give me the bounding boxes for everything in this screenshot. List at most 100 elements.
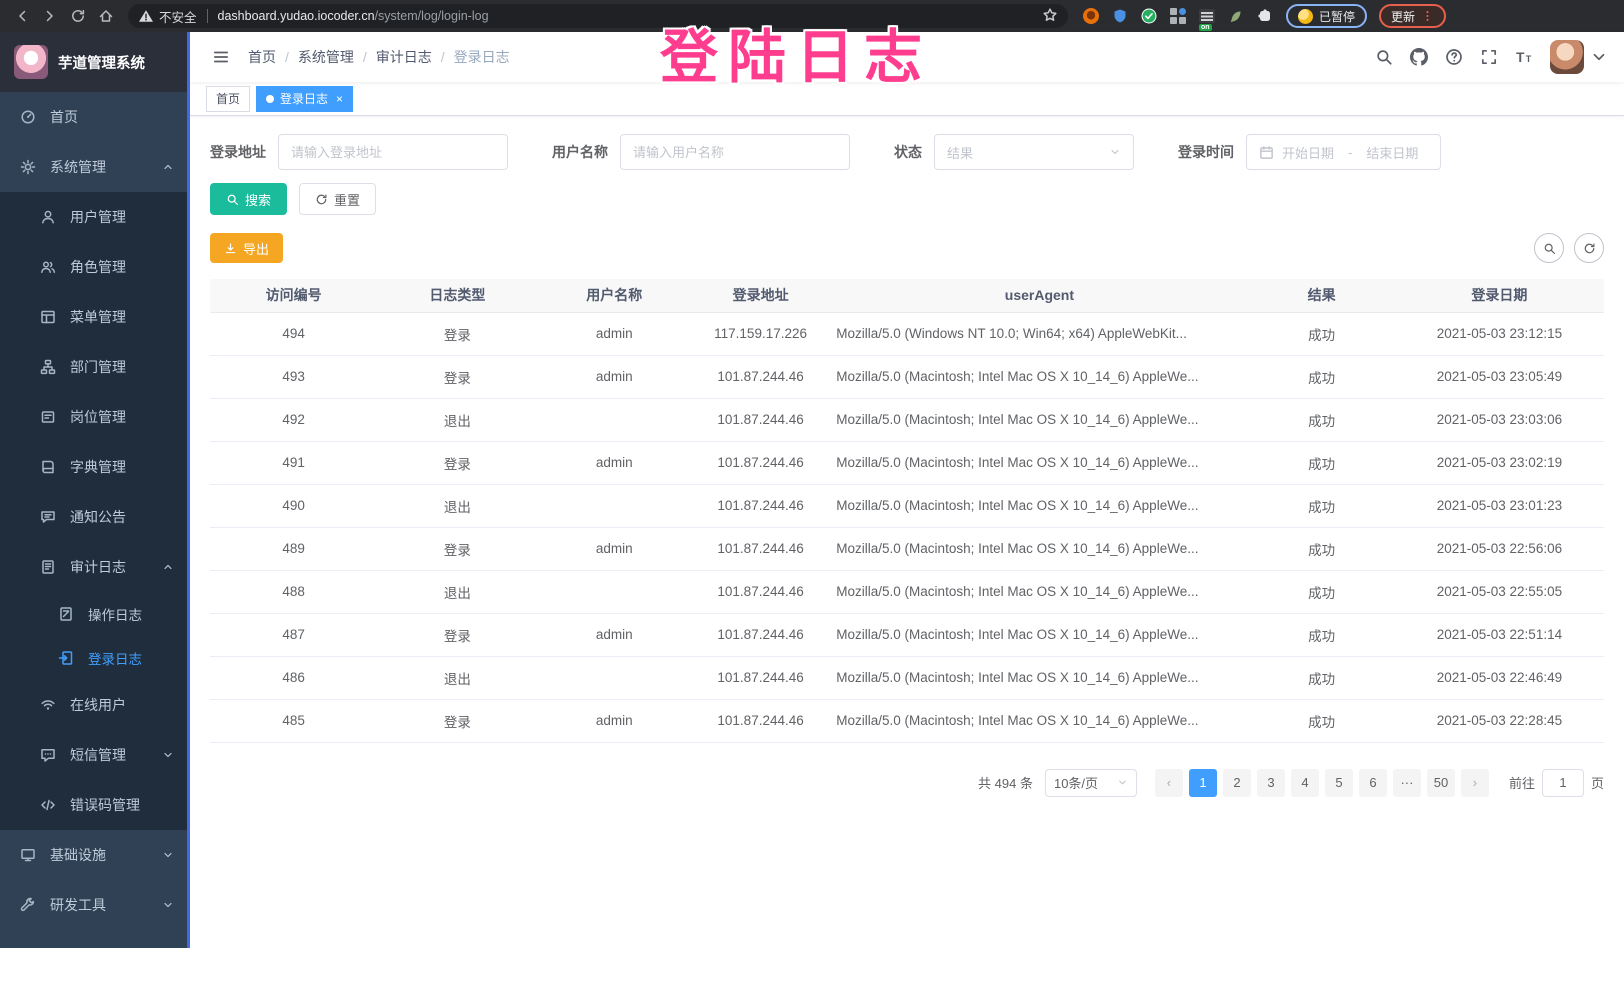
extension-check-icon[interactable] [1140, 7, 1158, 25]
tab-登录日志[interactable]: 登录日志 × [256, 85, 354, 112]
browser-profile-chip[interactable]: 已暂停 [1286, 4, 1368, 28]
refresh-table-button[interactable] [1574, 233, 1604, 263]
page-button-5[interactable]: 5 [1324, 768, 1353, 797]
more-pages-button[interactable]: ··· [1392, 768, 1421, 797]
login-address-input[interactable] [291, 144, 495, 160]
extension-grid-icon[interactable] [1169, 7, 1187, 25]
chevron-down [164, 752, 172, 758]
page-button-6[interactable]: 6 [1358, 768, 1387, 797]
search-button[interactable]: 搜索 [210, 183, 288, 215]
github-icon[interactable] [1410, 48, 1428, 66]
username-field[interactable] [620, 134, 850, 170]
sidebar-item-online-users[interactable]: 在线用户 [0, 680, 190, 730]
fullscreen-icon[interactable] [1480, 48, 1498, 66]
browser-update-button[interactable]: 更新 [1379, 4, 1447, 28]
next-page-button[interactable]: › [1460, 768, 1489, 797]
browser-forward-button[interactable] [36, 4, 64, 28]
page-button-1[interactable]: 1 [1188, 768, 1217, 797]
sidebar-menu: 首页 系统管理 用户管理 角色管理 菜单管理 部门管理 岗位管理 字典管理 通知公告 审计日志 操作… [0, 92, 190, 930]
breadcrumb-item[interactable]: 首页 [248, 49, 276, 65]
logo-row[interactable]: 芋道管理系统 [0, 32, 190, 92]
user-menu[interactable] [1550, 40, 1608, 74]
tab-首页[interactable]: 首页 [206, 85, 251, 112]
login-time-label: 登录时间 [1178, 144, 1234, 160]
breadcrumb: 首页 / 系统管理 / 审计日志 / 登录日志 [248, 47, 510, 67]
table-cell: admin [537, 699, 691, 743]
breadcrumb-item[interactable]: 系统管理 [297, 49, 354, 65]
sidebar-item-department-management[interactable]: 部门管理 [0, 342, 190, 392]
hamburger-icon [213, 51, 229, 63]
sidebar-item-menu-management[interactable]: 菜单管理 [0, 292, 190, 342]
sidebar-item-infrastructure[interactable]: 基础设施 [0, 830, 190, 880]
page-jumper: 前往 页 [1508, 768, 1604, 797]
sidebar-item-error-code-management[interactable]: 错误码管理 [0, 780, 190, 830]
extensions-area: on [1082, 7, 1274, 31]
tags-bar: 首页 登录日志 × [190, 82, 1624, 116]
breadcrumb-item[interactable]: 审计日志 [375, 49, 432, 65]
toggle-search-button[interactable] [1534, 233, 1564, 263]
table-cell: 2021-05-03 22:28:45 [1394, 699, 1604, 743]
login-address-label: 登录地址 [210, 144, 266, 160]
sidebar-item-post-management[interactable]: 岗位管理 [0, 392, 190, 442]
sidebar-item-label: 研发工具 [50, 897, 106, 913]
login-log-table: 访问编号 日志类型 用户名称 登录地址 userAgent 结果 登录日期 494 登录 adm… [210, 279, 1604, 743]
sidebar-item-dev-tools[interactable]: 研发工具 [0, 880, 190, 930]
page-button-50[interactable]: 50 [1426, 768, 1455, 797]
sidebar-item-sms-management[interactable]: 短信管理 [0, 730, 190, 780]
post-icon [41, 411, 55, 423]
jump-label: 前往 [1508, 776, 1535, 791]
table-cell: 486 [210, 656, 378, 700]
table-row: 489 登录 admin 101.87.244.46 Mozilla/5.0 (Maci… [210, 527, 1604, 571]
prev-page-button[interactable]: ‹ [1154, 768, 1183, 797]
sidebar-item-notice[interactable]: 通知公告 [0, 492, 190, 542]
reset-button[interactable]: 重置 [299, 183, 377, 215]
login-time-range-picker[interactable]: 开始日期 - 结束日期 [1246, 134, 1441, 170]
security-warning[interactable]: 不安全 [138, 7, 197, 26]
export-button[interactable]: 导出 [210, 233, 284, 263]
sidebar-item-operate-log[interactable]: 操作日志 [0, 592, 190, 636]
table-cell: 2021-05-03 22:56:06 [1394, 527, 1604, 571]
browser-back-button[interactable] [8, 4, 36, 28]
sidebar-item-login-log[interactable]: 登录日志 [0, 636, 190, 680]
extension-puzzle-icon[interactable] [1256, 7, 1274, 25]
page-size-select[interactable]: 10条/页 [1044, 768, 1137, 797]
table-cell: 成功 [1248, 570, 1395, 614]
search-icon[interactable] [1375, 48, 1393, 66]
sidebar-item-home[interactable]: 首页 [0, 92, 190, 142]
svg-text:T: T [1526, 54, 1532, 64]
end-date-placeholder: 结束日期 [1366, 145, 1419, 161]
extension-list-icon[interactable]: on [1198, 7, 1216, 31]
table-cell: 2021-05-03 22:55:05 [1394, 570, 1604, 614]
sidebar-item-role-management[interactable]: 角色管理 [0, 242, 190, 292]
sidebar-toggle-button[interactable] [204, 40, 238, 74]
username-input[interactable] [633, 144, 837, 160]
bookmark-star-icon[interactable] [1042, 7, 1058, 26]
sidebar-scrollbar[interactable] [187, 32, 190, 948]
login-address-field[interactable] [278, 134, 508, 170]
sidebar-item-dict-management[interactable]: 字典管理 [0, 442, 190, 492]
page-button-2[interactable]: 2 [1222, 768, 1251, 797]
operate-log-icon [60, 607, 72, 621]
extension-feather-icon[interactable] [1227, 7, 1245, 25]
table-cell: 登录 [377, 613, 538, 657]
status-select[interactable]: 结果 [934, 134, 1134, 170]
help-icon[interactable] [1445, 48, 1463, 66]
page-button-4[interactable]: 4 [1290, 768, 1319, 797]
sidebar-item-user-management[interactable]: 用户管理 [0, 192, 190, 242]
close-icon[interactable]: × [336, 91, 344, 106]
extension-shield-icon[interactable] [1111, 7, 1129, 25]
extension-orange-icon[interactable] [1082, 7, 1100, 25]
browser-reload-button[interactable] [64, 4, 92, 28]
sidebar-item-system-management[interactable]: 系统管理 [0, 142, 190, 192]
table-row: 487 登录 admin 101.87.244.46 Mozilla/5.0 (Maci… [210, 613, 1604, 657]
table-cell: 2021-05-03 23:12:15 [1394, 312, 1604, 356]
table-row: 485 登录 admin 101.87.244.46 Mozilla/5.0 (Maci… [210, 699, 1604, 743]
browser-home-button[interactable] [92, 4, 120, 28]
page-button-3[interactable]: 3 [1256, 768, 1285, 797]
sidebar-item-audit-log[interactable]: 审计日志 [0, 542, 190, 592]
chevron-down [164, 852, 172, 858]
jump-page-input[interactable] [1541, 768, 1584, 797]
address-bar[interactable]: 不安全 dashboard.yudao.iocoder.cn/system/lo… [128, 4, 1068, 28]
